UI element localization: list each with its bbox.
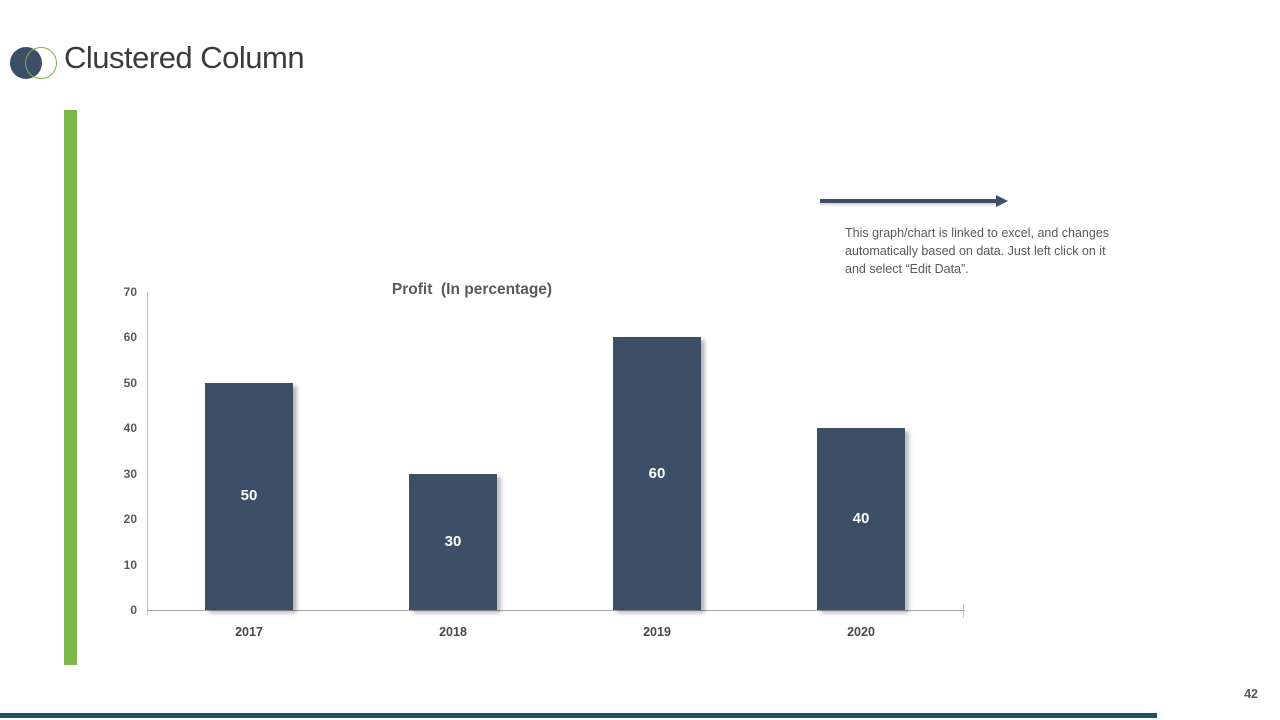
- bar-value-label: 40: [852, 510, 870, 528]
- bar-2019[interactable]: [613, 337, 701, 610]
- y-tick-label: 10: [123, 557, 137, 572]
- bar-value-label: 30: [444, 532, 462, 550]
- bar-value-label: 50: [240, 487, 258, 505]
- y-tick-label: 40: [123, 421, 137, 436]
- page-number: 42: [1244, 687, 1258, 701]
- annotation-line-1: This graph/chart is linked to excel, and…: [845, 226, 1110, 240]
- x-axis-label: 2019: [643, 625, 671, 639]
- annotation-line-2: automatically based on data. Just left c…: [845, 244, 1106, 258]
- overlapping-circles-logo-icon: [10, 46, 62, 80]
- y-tick-label: 20: [123, 512, 137, 527]
- y-tick-label: 0: [130, 603, 137, 617]
- chart-title: Profit (In percentage): [391, 281, 553, 298]
- bar-value-label: 60: [648, 464, 666, 482]
- callout-arrow-line: [820, 199, 996, 203]
- y-tick-label: 60: [123, 330, 137, 345]
- footer-accent-bar: [0, 713, 1157, 718]
- annotation-line-3: and select “Edit Data”.: [845, 262, 969, 276]
- y-tick-label: 30: [123, 466, 137, 481]
- annotation-text: This graph/chart is linked to excel, and…: [845, 224, 1145, 278]
- y-axis-line: [147, 292, 148, 615]
- bar-2017[interactable]: [205, 382, 293, 610]
- callout-arrowhead-icon: [996, 195, 1008, 207]
- page-title: Clustered Column: [64, 40, 305, 75]
- x-axis-label: 2017: [235, 625, 263, 639]
- y-tick-label: 70: [123, 285, 137, 299]
- green-circle-icon: [25, 47, 57, 79]
- bar-2018[interactable]: [409, 473, 497, 610]
- x-axis-label: 2018: [439, 625, 467, 639]
- bar-2020[interactable]: [817, 428, 905, 610]
- left-accent-bar: [64, 110, 77, 665]
- x-axis-line: [147, 610, 965, 611]
- y-tick-label: 50: [123, 375, 137, 390]
- axis-end-tick: [963, 604, 964, 618]
- x-axis-label: 2020: [847, 625, 875, 639]
